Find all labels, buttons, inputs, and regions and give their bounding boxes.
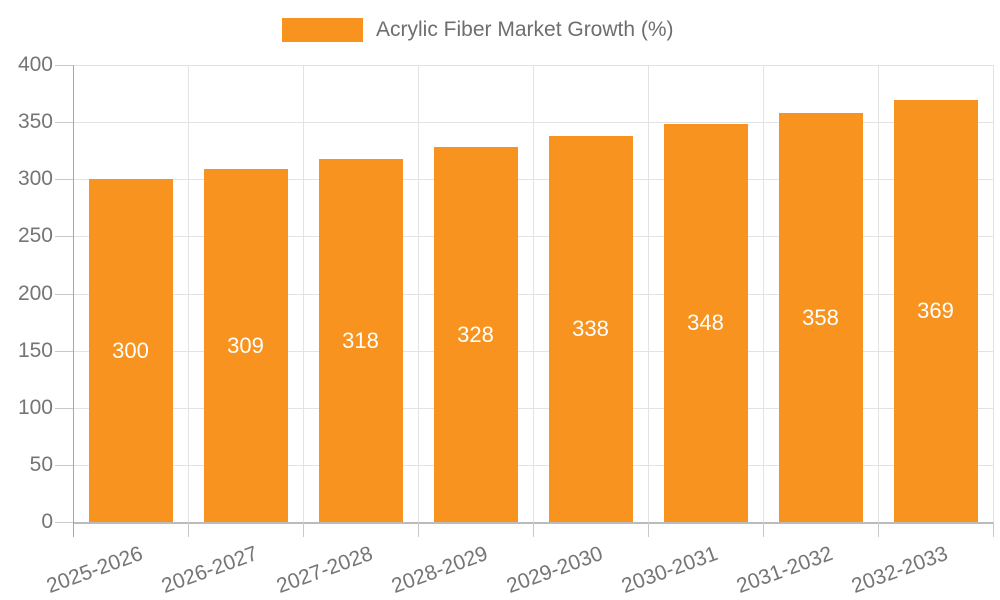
v-gridline xyxy=(993,65,994,522)
v-gridline xyxy=(418,65,419,522)
y-axis-tick-label: 300 xyxy=(17,167,53,190)
bar[interactable] xyxy=(893,100,978,522)
v-gridline xyxy=(188,65,189,522)
bar-value-label: 348 xyxy=(687,310,724,335)
bar-value-label: 318 xyxy=(342,328,379,353)
legend-swatch-icon xyxy=(282,18,363,42)
y-tick xyxy=(55,122,73,123)
y-axis-tick-label: 50 xyxy=(29,453,53,476)
y-tick xyxy=(55,294,73,295)
x-tick xyxy=(763,522,764,537)
bar[interactable] xyxy=(778,113,863,522)
y-tick xyxy=(55,179,73,180)
bar-value-label: 338 xyxy=(572,316,609,341)
bar[interactable] xyxy=(203,169,288,522)
bar[interactable] xyxy=(433,147,518,522)
y-axis-tick-label: 0 xyxy=(41,510,53,533)
bar-value-label: 300 xyxy=(112,338,149,363)
y-axis-tick-label: 100 xyxy=(17,396,53,419)
bar-value-label: 328 xyxy=(457,322,494,347)
bar-value-label: 309 xyxy=(227,333,264,358)
bar-value-label: 358 xyxy=(802,305,839,330)
v-gridline xyxy=(648,65,649,522)
y-tick xyxy=(55,236,73,237)
x-tick xyxy=(648,522,649,537)
x-tick xyxy=(303,522,304,537)
y-tick xyxy=(55,408,73,409)
bar[interactable] xyxy=(663,124,748,522)
y-tick xyxy=(55,351,73,352)
legend-label: Acrylic Fiber Market Growth (%) xyxy=(376,18,674,41)
x-tick xyxy=(993,522,994,537)
y-axis-line xyxy=(73,65,74,537)
bar[interactable] xyxy=(318,159,403,522)
y-tick xyxy=(55,522,73,523)
y-axis-tick-label: 250 xyxy=(17,224,53,247)
bar[interactable] xyxy=(548,136,633,522)
y-axis-tick-label: 200 xyxy=(17,282,53,305)
y-axis-tick-label: 350 xyxy=(17,110,53,133)
x-tick xyxy=(533,522,534,537)
legend[interactable]: Acrylic Fiber Market Growth (%) xyxy=(282,18,674,42)
y-tick xyxy=(55,65,73,66)
x-tick xyxy=(418,522,419,537)
v-gridline xyxy=(763,65,764,522)
bar[interactable] xyxy=(88,179,173,522)
v-gridline xyxy=(533,65,534,522)
y-axis-tick-label: 400 xyxy=(17,53,53,76)
v-gridline xyxy=(303,65,304,522)
y-axis-tick-label: 150 xyxy=(17,339,53,362)
y-tick xyxy=(55,465,73,466)
x-tick xyxy=(878,522,879,537)
bar-value-label: 369 xyxy=(917,298,954,323)
x-tick xyxy=(188,522,189,537)
v-gridline xyxy=(878,65,879,522)
